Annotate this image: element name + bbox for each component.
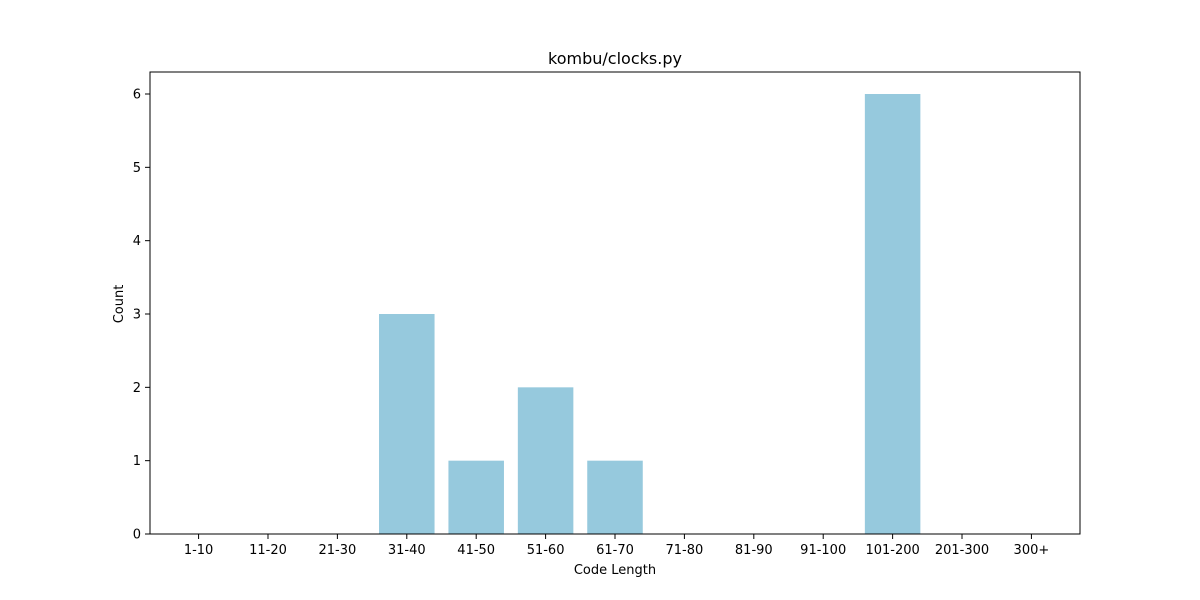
x-axis-label: Code Length xyxy=(574,563,656,578)
bar-51-60 xyxy=(517,387,574,534)
x-tick-label: 21-30 xyxy=(318,543,356,558)
bar-61-70 xyxy=(587,460,643,534)
x-tick-label: 71-80 xyxy=(666,543,704,558)
bars-layer xyxy=(379,94,921,534)
x-tick-label: 11-20 xyxy=(249,543,287,558)
x-tick-label: 31-40 xyxy=(388,543,426,558)
x-tick-label: 81-90 xyxy=(735,543,773,558)
y-axis-ticks: 0 1 2 3 4 5 6 xyxy=(133,88,150,543)
chart-title: kombu/clocks.py xyxy=(548,49,682,68)
y-tick-label: 4 xyxy=(133,234,141,249)
bar-31-40 xyxy=(379,314,435,534)
y-tick-label: 3 xyxy=(133,308,141,323)
y-tick-label: 6 xyxy=(133,88,141,103)
bar-101-200 xyxy=(864,94,921,534)
x-tick-label: 201-300 xyxy=(935,543,989,558)
y-axis-label: Count xyxy=(112,285,127,324)
x-axis-ticks: 1-10 11-20 21-30 31-40 41-50 51-60 61-70 71-80 8… xyxy=(184,534,1049,558)
x-tick-label: 51-60 xyxy=(527,543,565,558)
x-tick-label: 300+ xyxy=(1014,543,1050,558)
x-tick-label: 41-50 xyxy=(457,543,495,558)
y-tick-label: 1 xyxy=(133,454,141,469)
x-tick-label: 61-70 xyxy=(596,543,634,558)
y-tick-label: 5 xyxy=(133,161,141,176)
y-tick-label: 2 xyxy=(133,381,141,396)
x-tick-label: 101-200 xyxy=(865,543,919,558)
x-tick-label: 91-100 xyxy=(800,543,846,558)
x-tick-label: 1-10 xyxy=(184,543,214,558)
bar-41-50 xyxy=(448,460,504,534)
y-tick-label: 0 xyxy=(133,528,141,543)
